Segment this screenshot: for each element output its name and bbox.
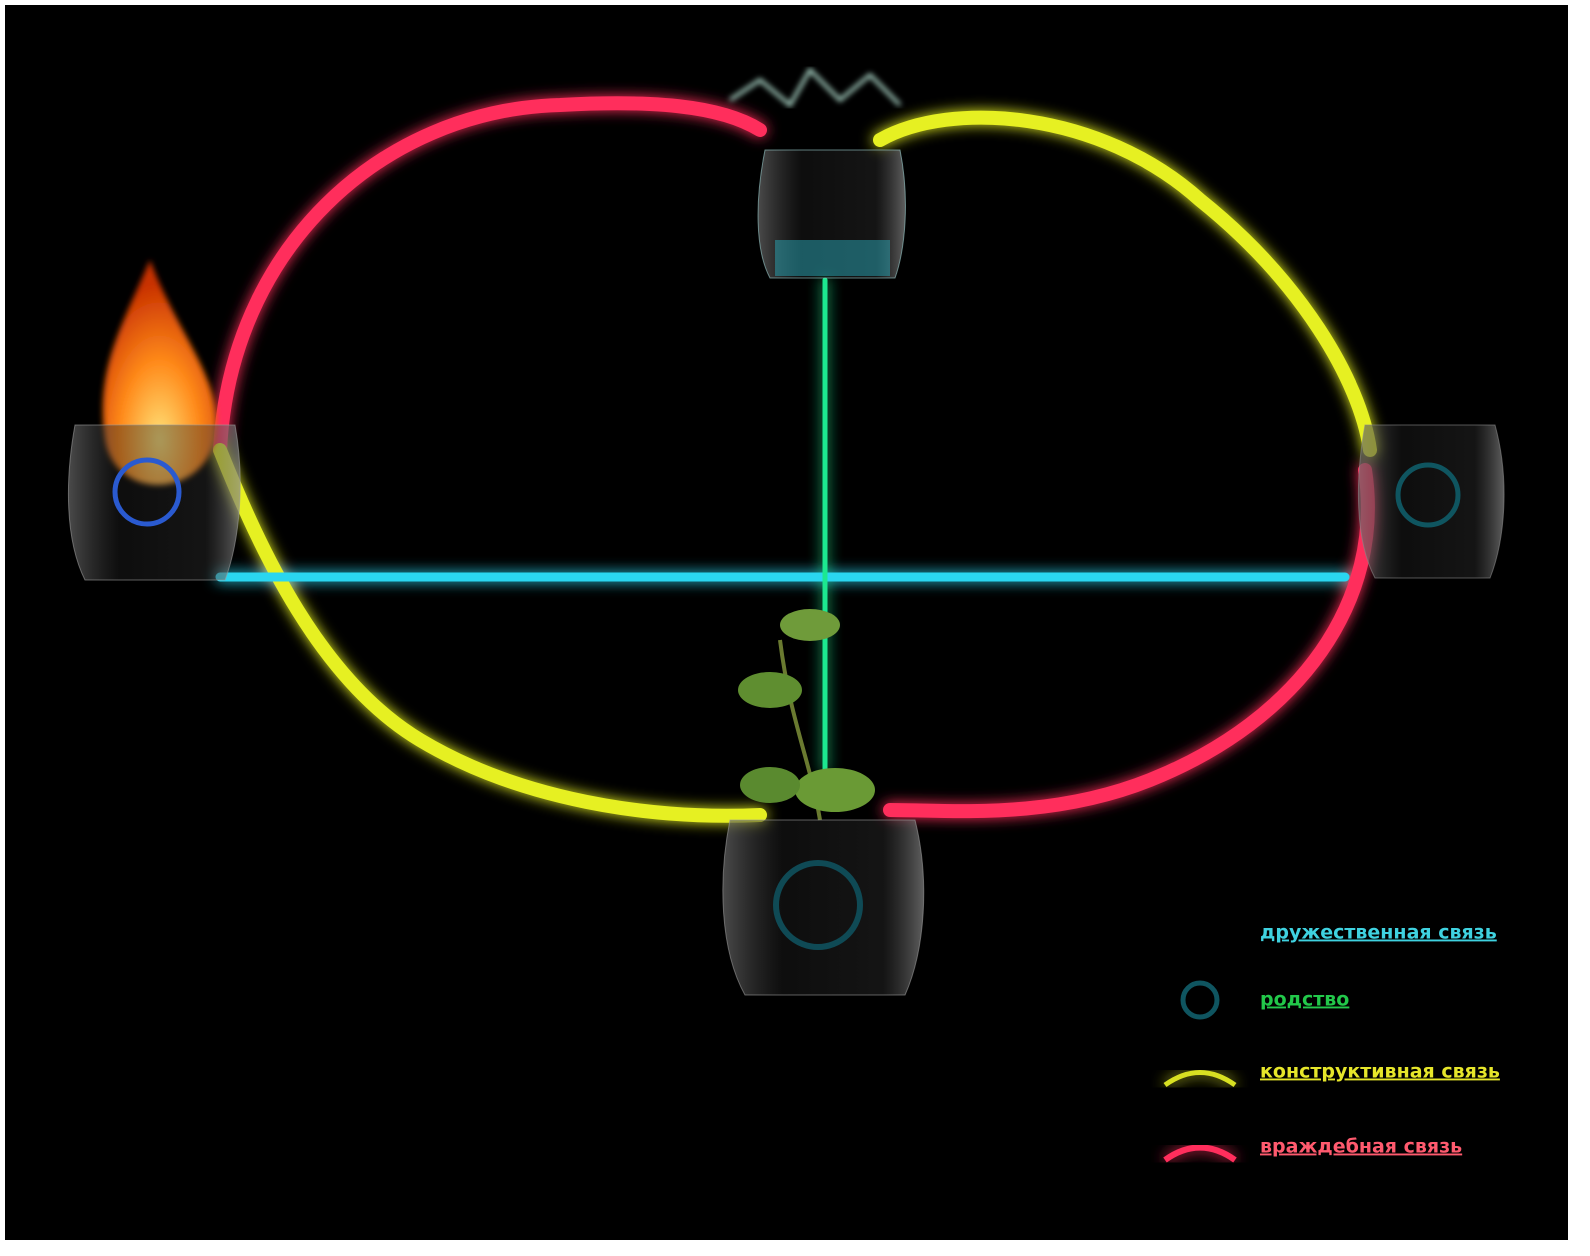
glass	[67, 424, 241, 581]
constructive-link	[213, 443, 767, 823]
hostile-link	[883, 463, 1375, 819]
legend: дружественная связь родство конструктивн…	[1160, 922, 1500, 1163]
legend-kinship-swatch	[1180, 980, 1220, 1020]
hostile-link	[213, 96, 767, 457]
leaf	[795, 768, 875, 812]
legend-label: конструктивная связь	[1260, 1061, 1500, 1083]
leaf	[780, 609, 840, 641]
empty-glass	[1357, 424, 1505, 579]
glass	[1357, 424, 1505, 579]
legend-label: враждебная связь	[1260, 1136, 1462, 1158]
leaf	[740, 767, 800, 803]
fire-glass	[67, 260, 241, 581]
legend-label: родство	[1260, 989, 1349, 1011]
connections	[213, 96, 1377, 823]
splash	[729, 67, 902, 108]
legend-constructive-swatch	[1163, 1070, 1237, 1088]
kinship-ring	[1395, 462, 1461, 528]
legend-hostile-swatch	[1163, 1144, 1237, 1163]
plant-glass	[722, 609, 925, 996]
leaf	[738, 672, 802, 708]
kinship-ring	[112, 457, 182, 527]
constructive-link	[873, 110, 1377, 457]
kinship-ring	[773, 860, 863, 950]
glass	[722, 819, 925, 996]
water	[775, 240, 890, 276]
legend-label: дружественная связь	[1260, 922, 1497, 944]
water-glass	[729, 67, 906, 279]
